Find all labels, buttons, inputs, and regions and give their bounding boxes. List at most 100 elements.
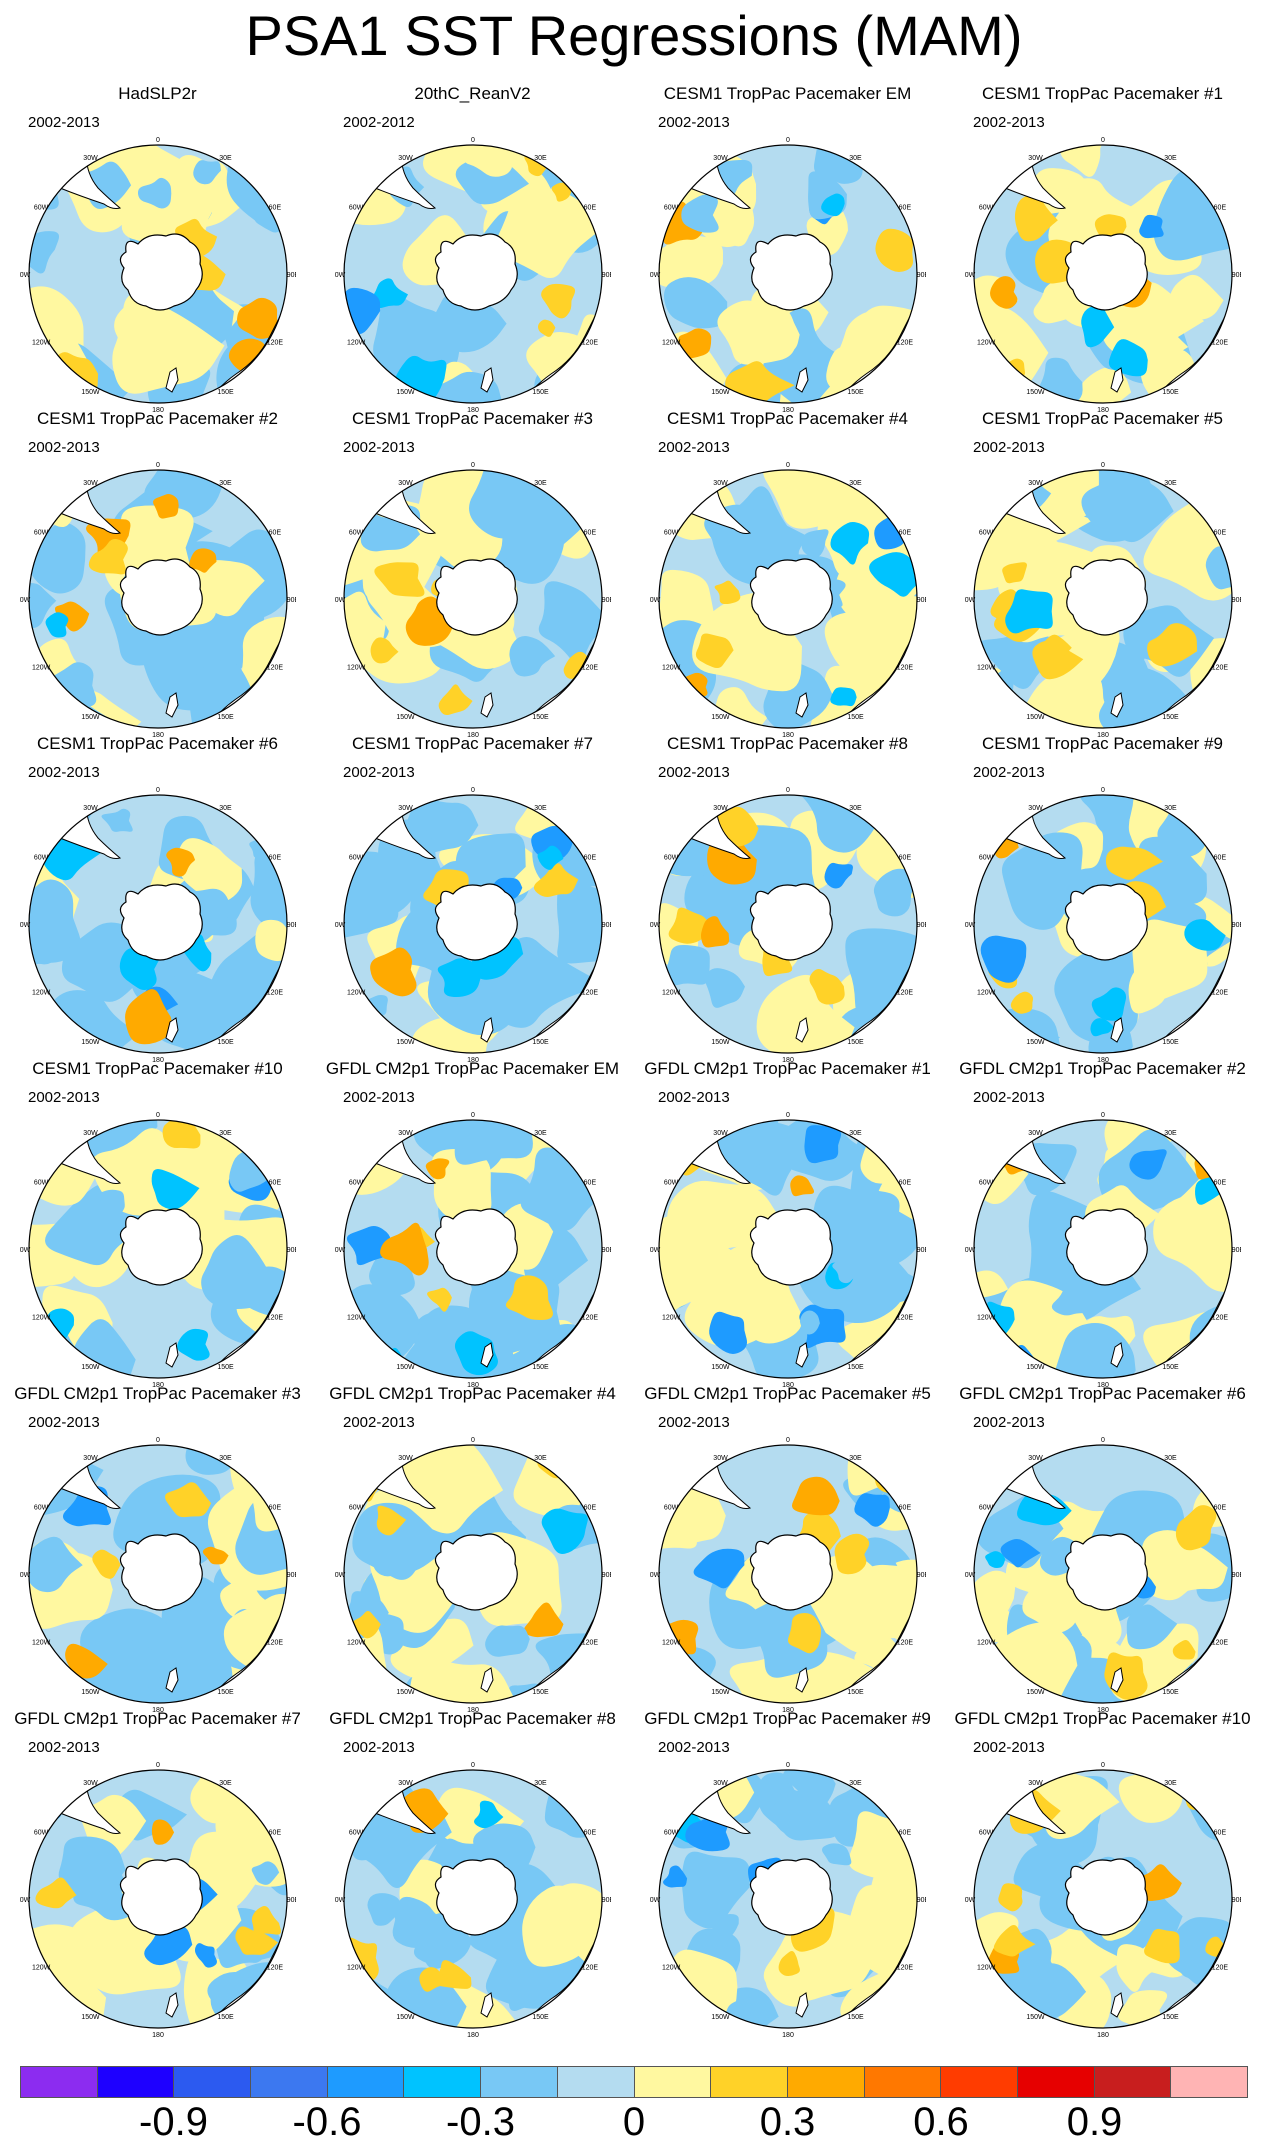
cool-anomaly xyxy=(663,277,728,329)
colorbar-swatch xyxy=(481,2067,558,2097)
longitude-label: 120W xyxy=(32,340,51,347)
longitude-label: 120E xyxy=(1212,990,1229,997)
panel-title: GFDL CM2p1 TropPac Pacemaker #7 xyxy=(14,1709,301,1728)
strong-warm-anomaly xyxy=(370,947,417,997)
longitude-label: 0 xyxy=(786,1112,790,1119)
panel-title: HadSLP2r xyxy=(118,84,197,103)
longitude-label: 120E xyxy=(897,1315,914,1322)
antarctica xyxy=(1064,883,1148,961)
map-boundary xyxy=(973,1769,1233,2029)
longitude-label: 120W xyxy=(662,340,681,347)
longitude-label: 60W xyxy=(664,205,679,212)
antarctica xyxy=(1064,1533,1148,1611)
warm-anomaly xyxy=(804,1555,917,1653)
longitude-label: 150E xyxy=(217,389,234,396)
cool-anomaly xyxy=(45,1184,165,1266)
strong-cool-anomaly xyxy=(193,160,221,185)
strong-cool-anomaly xyxy=(137,177,172,209)
longitude-label: 90W xyxy=(20,597,31,604)
strong-warm-anomaly xyxy=(1105,846,1163,880)
longitude-label: 0 xyxy=(471,1112,475,1119)
new-zealand xyxy=(1110,1017,1124,1043)
colorbar-tick-label: 0 xyxy=(622,2100,646,2144)
longitude-label: 150W xyxy=(396,1039,415,1046)
strong-cool-anomaly xyxy=(1091,987,1127,1021)
panel-period: 2002-2013 xyxy=(973,1089,1045,1106)
longitude-label: 120E xyxy=(897,1640,914,1647)
longitude-label: 30E xyxy=(534,1455,547,1462)
strong-cool-anomaly xyxy=(801,529,829,558)
longitude-label: 120E xyxy=(582,340,599,347)
polar-map: 0 30E 60E 90E 120E 150E 180 150W 120W 90W 60W 30W xyxy=(20,1762,296,2037)
warm-anomaly xyxy=(177,838,243,904)
colorbar-swatch xyxy=(327,2067,405,2097)
strong-warm-anomaly xyxy=(425,1158,450,1180)
longitude-label: 30E xyxy=(849,1130,862,1137)
strong-cool-anomaly xyxy=(45,612,69,638)
map-boundary xyxy=(343,144,603,404)
longitude-label: 60E xyxy=(269,1830,282,1837)
map-panel: GFDL CM2p1 TropPac Pacemaker #10 2002-201… xyxy=(945,1709,1260,2037)
longitude-label: 60W xyxy=(349,1830,364,1837)
panel-title: CESM1 TropPac Pacemaker #6 xyxy=(37,734,278,753)
panel-period: 2002-2013 xyxy=(973,439,1045,456)
warm-anomaly xyxy=(344,591,386,654)
strong-cool-anomaly xyxy=(437,958,482,998)
panel-period: 2002-2013 xyxy=(28,1739,100,1756)
colorbar-swatch xyxy=(941,2067,1018,2097)
longitude-label: 180 xyxy=(1097,1707,1109,1712)
strong-cool-anomaly xyxy=(346,1225,392,1266)
cool-anomaly xyxy=(681,1851,750,1929)
strong-cool-anomaly xyxy=(177,1328,210,1361)
longitude-label: 180 xyxy=(467,732,479,737)
longitude-label: 120E xyxy=(897,665,914,672)
longitude-label: 120W xyxy=(662,1315,681,1322)
strong-cool-anomaly xyxy=(101,808,133,832)
antarctica xyxy=(749,1858,833,1936)
longitude-label: 90W xyxy=(335,272,346,279)
longitude-label: 30W xyxy=(83,1130,98,1137)
cool-anomaly xyxy=(1205,546,1232,590)
longitude-label: 120E xyxy=(582,1640,599,1647)
longitude-label: 120W xyxy=(662,1640,681,1647)
panel-title: CESM1 TropPac Pacemaker #8 xyxy=(667,734,908,753)
warm-anomaly xyxy=(1023,671,1118,728)
strong-cool-anomaly xyxy=(832,1261,863,1284)
longitude-label: 0 xyxy=(1101,1437,1105,1444)
longitude-label: 30E xyxy=(849,480,862,487)
panel-title: CESM1 TropPac Pacemaker #5 xyxy=(982,409,1223,428)
longitude-label: 90E xyxy=(917,922,926,929)
longitude-label: 150E xyxy=(532,1039,549,1046)
strong-warm-anomaly xyxy=(700,916,730,948)
panel-period: 2002-2013 xyxy=(658,1739,730,1756)
strong-warm-anomaly xyxy=(998,1883,1023,1912)
map-panel: HadSLP2r 2002-2013 0 30E 60E 90E 120E 150E 180 15… xyxy=(0,84,315,412)
panel-title: CESM1 TropPac Pacemaker #2 xyxy=(37,409,278,428)
strong-cool-anomaly xyxy=(681,194,719,233)
antarctica xyxy=(434,883,518,961)
longitude-label: 180 xyxy=(152,732,164,737)
cool-anomaly xyxy=(565,145,602,180)
longitude-label: 60W xyxy=(979,1505,994,1512)
longitude-label: 90W xyxy=(335,922,346,929)
cool-anomaly xyxy=(974,1351,1009,1378)
longitude-label: 150E xyxy=(1162,1364,1179,1371)
longitude-label: 120E xyxy=(267,665,284,672)
new-zealand xyxy=(795,1017,809,1043)
strong-warm-anomaly xyxy=(202,1546,229,1565)
colorbar-swatch xyxy=(251,2067,328,2097)
strong-cool-anomaly xyxy=(485,1625,530,1657)
longitude-label: 120W xyxy=(347,990,366,997)
antarctica xyxy=(119,1208,203,1286)
panel-title: CESM1 TropPac Pacemaker #3 xyxy=(352,409,593,428)
warm-anomaly xyxy=(1033,279,1084,324)
panel-title: GFDL CM2p1 TropPac Pacemaker #4 xyxy=(329,1384,616,1403)
colorbar-swatch xyxy=(711,2067,788,2097)
strong-cool-anomaly xyxy=(413,1936,453,1965)
map-panel: GFDL CM2p1 TropPac Pacemaker #2 2002-2013… xyxy=(945,1059,1260,1387)
panel-title: GFDL CM2p1 TropPac Pacemaker #8 xyxy=(329,1709,616,1728)
longitude-label: 90E xyxy=(1232,1247,1241,1254)
new-zealand xyxy=(480,1342,494,1368)
colorbar-swatch xyxy=(1171,2067,1247,2097)
polar-map: 0 30E 60E 90E 120E 150E 180 150W 120W 90W 60W 30W xyxy=(335,1112,611,1387)
